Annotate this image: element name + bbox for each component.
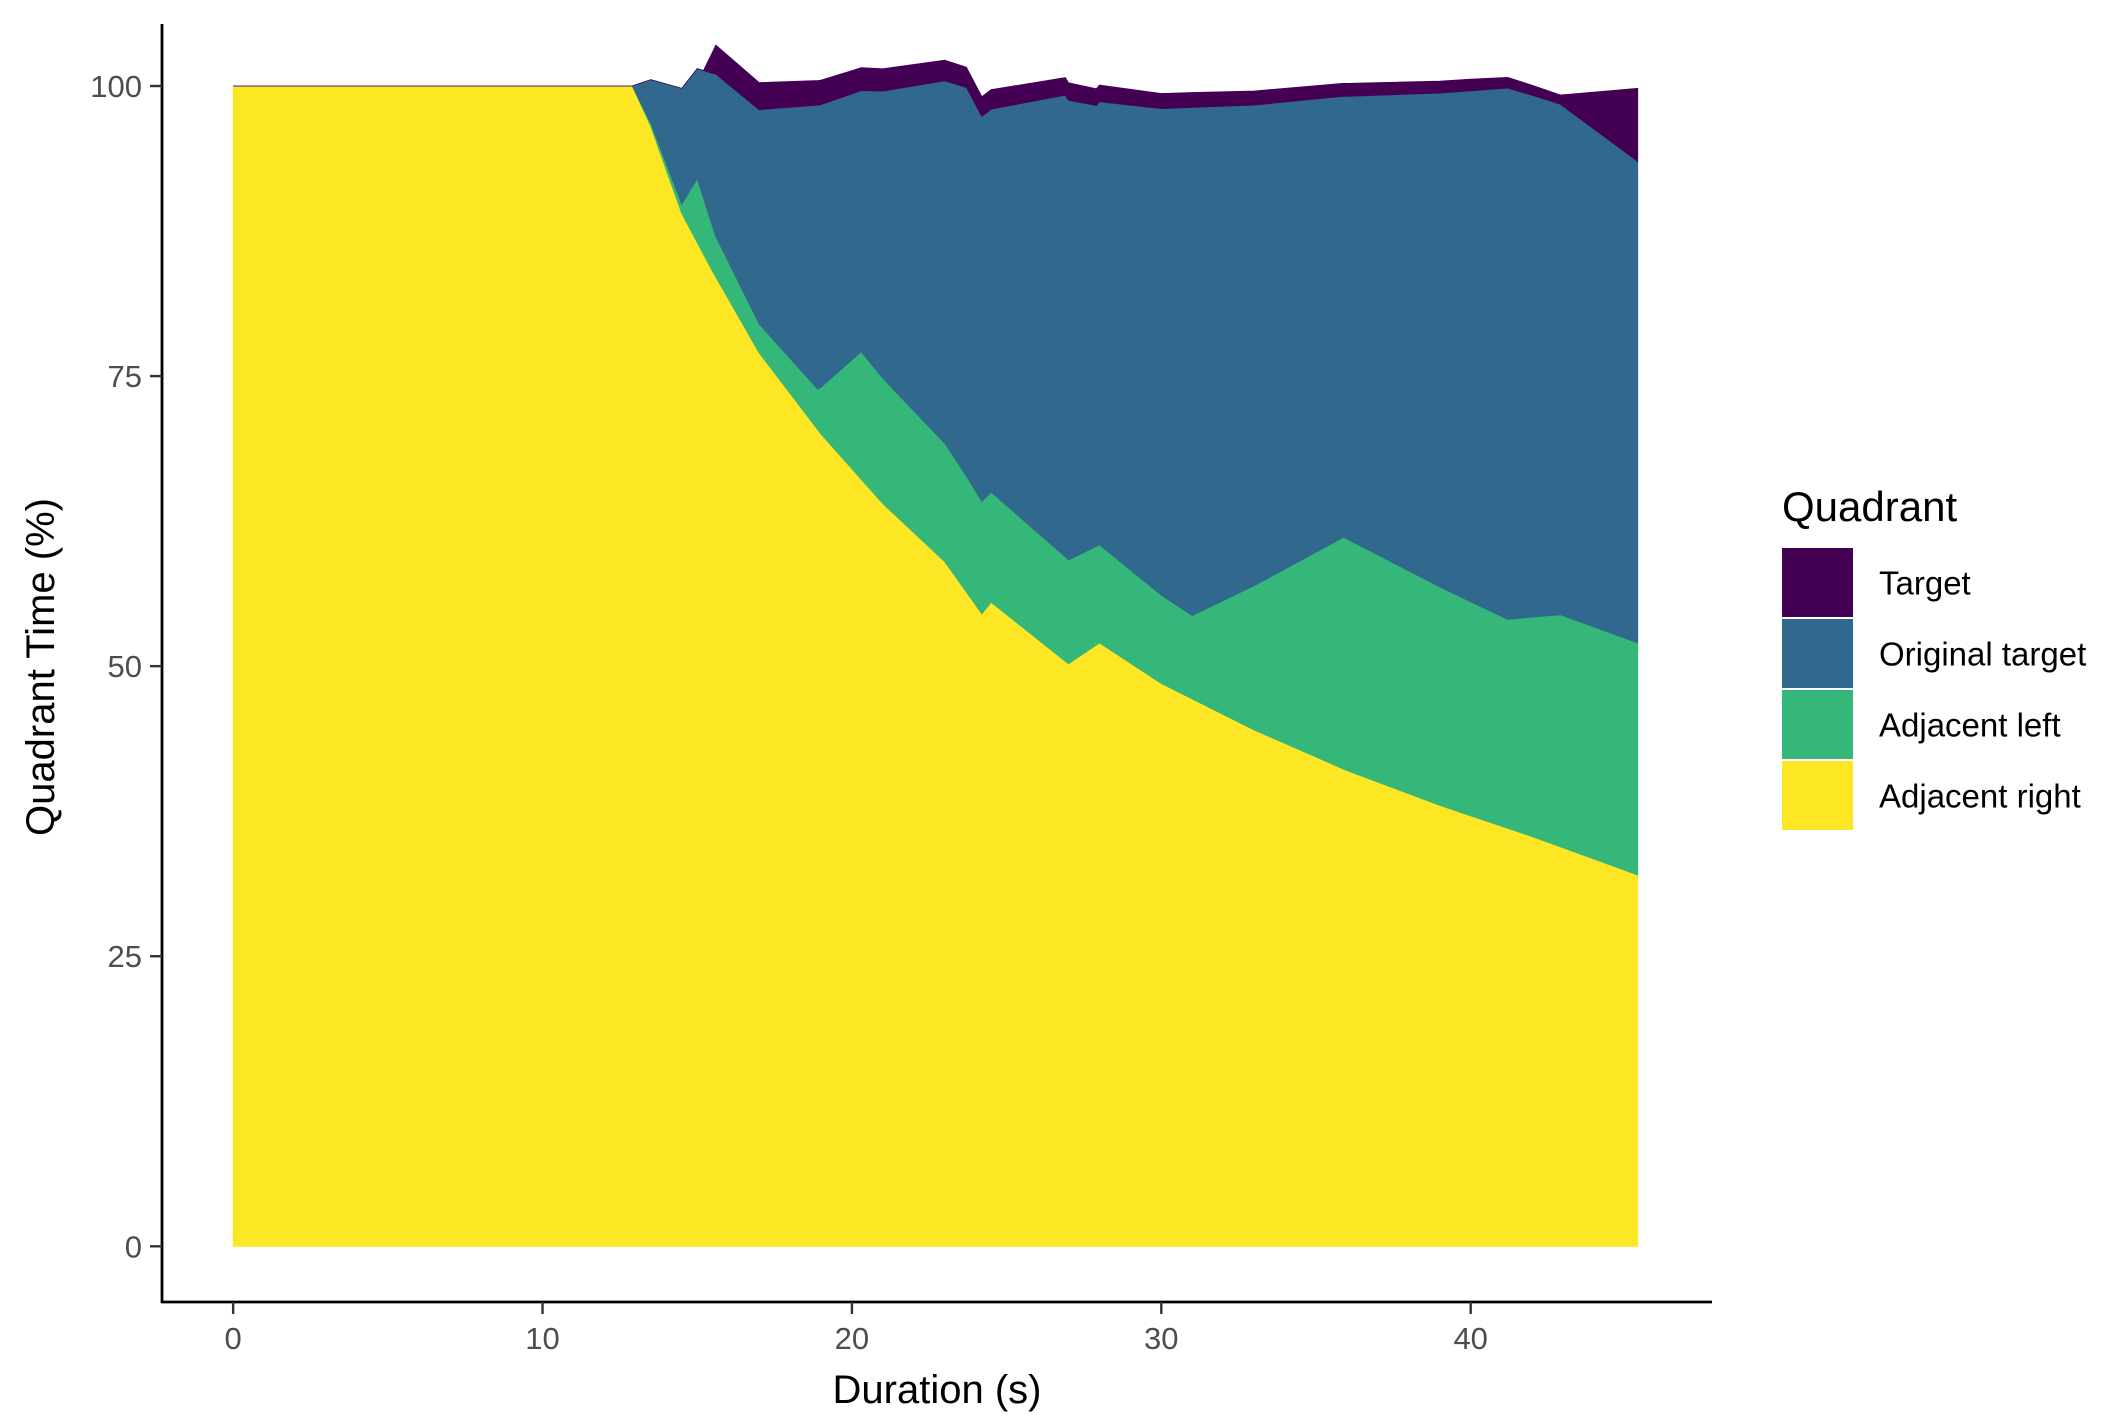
tick-group: 0 10 20 30 40 0 25 50 75 100 [90, 69, 1488, 1356]
x-tick-label: 30 [1144, 1321, 1178, 1356]
legend-label: Original target [1879, 636, 2086, 673]
area-layers [232, 44, 1639, 1247]
y-tick-label: 25 [108, 939, 142, 974]
y-tick-label: 0 [125, 1229, 142, 1264]
y-tick-label: 50 [108, 649, 142, 684]
legend-key-adjacent-right [1782, 761, 1853, 830]
x-axis-title: Duration (s) [833, 1368, 1042, 1412]
x-tick-label: 40 [1453, 1321, 1487, 1356]
x-tick-label: 20 [835, 1321, 869, 1356]
legend-label: Adjacent left [1879, 707, 2061, 744]
legend-key-original-target [1782, 619, 1853, 688]
x-tick-label: 0 [225, 1321, 242, 1356]
legend-key-target [1782, 548, 1853, 617]
y-axis-title: Quadrant Time (%) [19, 498, 63, 836]
axes [160, 24, 1712, 1304]
y-tick-label: 100 [90, 69, 142, 104]
legend-title: Quadrant [1782, 483, 1957, 530]
y-tick-label: 75 [108, 359, 142, 394]
x-tick-label: 10 [525, 1321, 559, 1356]
area-target [233, 44, 1639, 163]
legend: Quadrant Target Original target Adjacent l… [1782, 483, 2086, 830]
legend-label: Target [1879, 565, 1971, 602]
legend-key-adjacent-left [1782, 690, 1853, 759]
legend-label: Adjacent right [1879, 778, 2081, 815]
